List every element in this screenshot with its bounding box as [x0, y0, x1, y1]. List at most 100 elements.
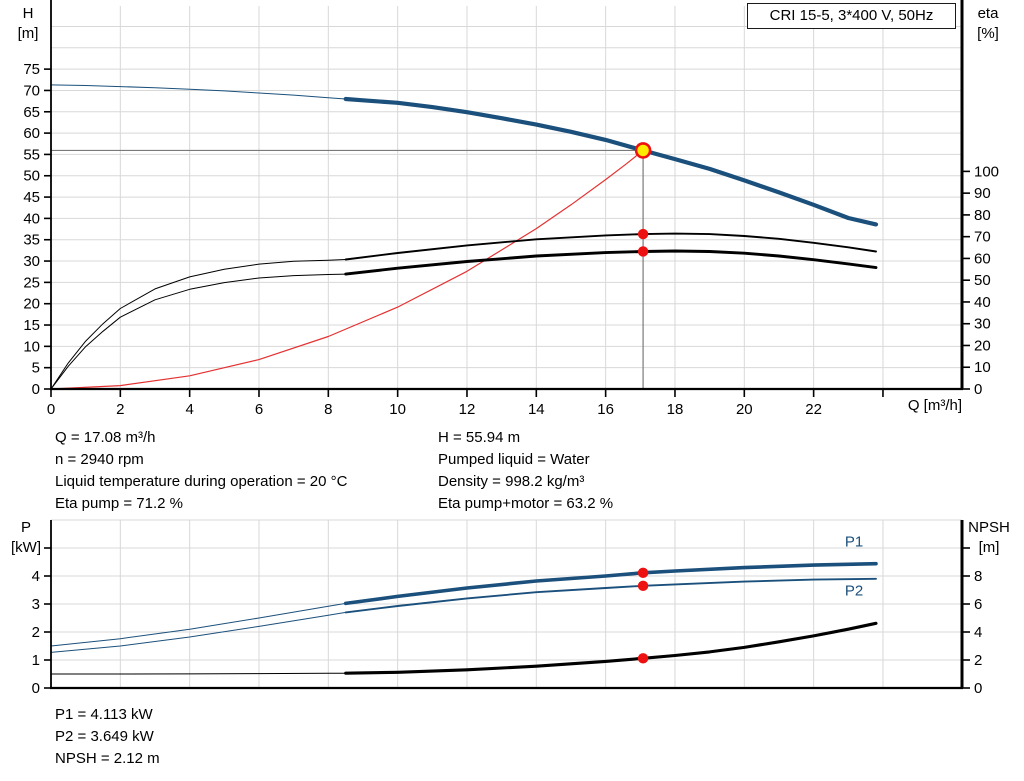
- info-line-flow: Q = 17.08 m³/h: [55, 429, 156, 446]
- p2-curve-label: P2: [845, 583, 863, 600]
- npsh-axis-title-unit: [m]: [978, 539, 1000, 556]
- x-tick-label: 14: [528, 401, 545, 418]
- y-right-tick-label: 40: [974, 294, 991, 311]
- y-left-tick-label: 20: [23, 296, 40, 313]
- head-axis-title-unit: [m]: [17, 25, 39, 42]
- info-line-p2: P2 = 3.649 kW: [55, 728, 154, 745]
- eta-pump-motor-curve: [344, 249, 878, 276]
- y-right-tick-label: 0: [974, 381, 982, 398]
- x-tick-label: 6: [255, 401, 263, 418]
- p2-dot: [637, 580, 649, 592]
- y-left-tick-label: 10: [23, 338, 40, 355]
- x-tick-label: 20: [736, 401, 753, 418]
- info-line-density: Density = 998.2 kg/m³: [438, 473, 585, 490]
- y-right-tick-label: 20: [974, 337, 991, 354]
- y-right-tick-label: 2: [974, 652, 982, 669]
- eta-axis-title-unit: [%]: [977, 25, 999, 42]
- info-line-p1: P1 = 4.113 kW: [55, 706, 153, 723]
- eta-pump-curve-extension: [50, 259, 347, 390]
- npsh-axis-title-symbol: NPSH: [968, 519, 1010, 536]
- y-right-tick-label: 100: [974, 163, 999, 180]
- power-axis-title-symbol: P: [20, 519, 31, 536]
- power-npsh-chart: 0 1 2 3 4 0 2 4 6 8 P1 P2: [32, 519, 982, 697]
- y-left-tick-label: 1: [32, 652, 40, 669]
- system-curve: [50, 149, 644, 390]
- npsh-axis-title: NPSH [m]: [958, 518, 1020, 558]
- y-right-tick-label: 70: [974, 229, 991, 246]
- y-left-tick-label: 30: [23, 253, 40, 270]
- info-line-head: H = 55.94 m: [438, 429, 521, 446]
- eta-pump-motor-dot: [637, 246, 649, 257]
- y-left-tick-label: 40: [23, 210, 40, 227]
- y-right-tick-label: 50: [974, 272, 991, 289]
- y-left-tick-label: 65: [23, 104, 40, 121]
- y-right-tick-label: 4: [974, 624, 982, 641]
- x-tick-label: 16: [597, 401, 614, 418]
- p1-curve: [343, 561, 878, 606]
- x-tick-label: 22: [805, 401, 822, 418]
- info-line-eta-pump-motor: Eta pump+motor = 63.2 %: [438, 495, 614, 512]
- y-right-tick-label: 6: [974, 596, 982, 613]
- y-left-tick-label: 0: [32, 680, 40, 697]
- y-left-tick-label: 5: [32, 360, 40, 377]
- eta-axis-title-symbol: eta: [977, 5, 999, 22]
- y-left-tick-label: 2: [32, 624, 40, 641]
- y-right-tick-label: 0: [974, 680, 982, 697]
- duty-info-right: H = 55.94 m Pumped liquid = Water Densit…: [438, 427, 613, 515]
- head-efficiency-chart: 0510152025303540455055606570750102030405…: [23, 0, 999, 418]
- eta-pump-motor-curve-extension: [50, 273, 347, 390]
- y-right-tick-label: 30: [974, 316, 991, 333]
- p2-curve: [344, 577, 877, 614]
- eta-pump-dot: [637, 228, 649, 240]
- y-left-tick-label: 70: [23, 82, 40, 99]
- y-left-tick-label: 15: [23, 317, 40, 334]
- x-tick-label: 2: [116, 401, 124, 418]
- y-left-tick-label: 25: [23, 274, 40, 291]
- y-right-tick-label: 10: [974, 359, 991, 376]
- npsh-dot: [637, 653, 649, 664]
- y-left-tick-label: 75: [23, 61, 40, 78]
- p2-curve-extension: [50, 611, 347, 653]
- y-left-tick-label: 50: [23, 168, 40, 185]
- y-right-tick-label: 80: [974, 207, 991, 224]
- y-left-tick-label: 0: [32, 381, 40, 398]
- head-curve: [343, 96, 879, 227]
- power-info: P1 = 4.113 kW P2 = 3.649 kW NPSH = 2.12 …: [55, 704, 160, 770]
- x-tick-label: 4: [185, 401, 193, 418]
- npsh-curve: [344, 621, 878, 675]
- y-left-tick-label: 60: [23, 125, 40, 142]
- info-line-eta-pump: Eta pump = 71.2 %: [55, 495, 183, 512]
- duty-info-left: Q = 17.08 m³/h n = 2940 rpm Liquid tempe…: [55, 427, 347, 515]
- eta-pump-curve: [344, 232, 877, 261]
- npsh-curve-extension: [50, 672, 347, 675]
- eta-axis-title: eta [%]: [966, 4, 1010, 44]
- y-right-tick-label: 90: [974, 185, 991, 202]
- x-tick-label: 12: [459, 401, 476, 418]
- x-tick-label: 10: [389, 401, 406, 418]
- info-line-liquid: Pumped liquid = Water: [438, 451, 590, 468]
- info-line-speed: n = 2940 rpm: [55, 451, 144, 468]
- head-axis-title: H [m]: [8, 4, 48, 44]
- head-axis-title-symbol: H: [22, 5, 34, 22]
- power-axis-title-unit: [kW]: [11, 539, 41, 556]
- y-left-tick-label: 35: [23, 232, 40, 249]
- flow-axis-title: Q [m³/h]: [907, 397, 962, 414]
- info-line-temperature: Liquid temperature during operation = 20…: [55, 473, 348, 490]
- power-axis-title: P [kW]: [4, 518, 48, 558]
- p1-curve-label: P1: [845, 534, 863, 551]
- duty-point: [634, 142, 652, 159]
- pump-title-box: CRI 15-5, 3*400 V, 50Hz: [747, 3, 956, 29]
- y-left-tick-label: 3: [32, 596, 40, 613]
- p1-dot: [637, 567, 649, 579]
- y-left-tick-label: 55: [23, 146, 40, 163]
- y-left-tick-label: 4: [32, 568, 40, 585]
- y-left-tick-label: 45: [23, 189, 40, 206]
- x-tick-label: 0: [47, 401, 55, 418]
- x-tick-label: 8: [324, 401, 332, 418]
- y-right-tick-label: 8: [974, 568, 982, 585]
- y-right-tick-label: 60: [974, 250, 991, 267]
- p1-curve-extension: [50, 602, 347, 647]
- head-curve-extension: [50, 84, 347, 100]
